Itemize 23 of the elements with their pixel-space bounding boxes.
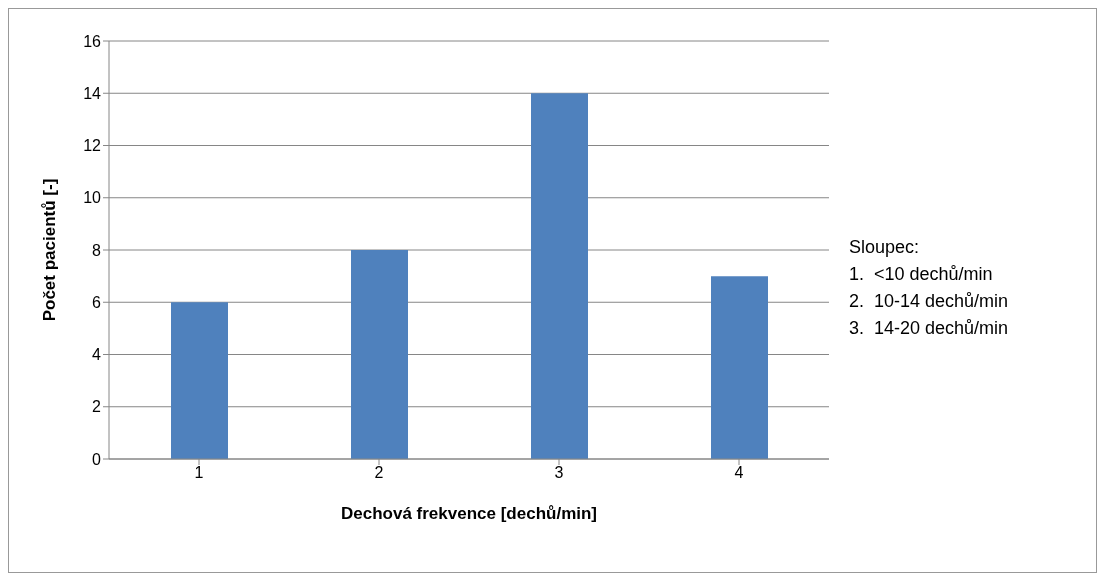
y-tick-label: 4 <box>92 346 102 364</box>
x-tick-label: 4 <box>734 464 744 482</box>
y-tick-label: 6 <box>92 293 102 311</box>
text: 2. 10-14 dechů/min <box>849 290 1009 313</box>
x-tick-label: 3 <box>554 464 564 482</box>
bar <box>171 302 228 459</box>
y-tick-label: 10 <box>83 189 102 207</box>
text: 3. 14-20 dechů/min <box>849 317 1009 340</box>
x-tick-label: 2 <box>374 464 384 482</box>
y-tick-label: 12 <box>83 137 102 155</box>
text: Sloupec: <box>849 236 921 259</box>
text: 1. <10 dechů/min <box>849 263 994 286</box>
y-axis-title: Počet pacientů [-] <box>40 178 60 322</box>
y-tick-label: 0 <box>92 450 102 468</box>
y-tick-label: 14 <box>83 84 102 102</box>
y-tick-label: 16 <box>83 32 102 50</box>
bar <box>351 250 408 459</box>
y-tick-label: 2 <box>92 398 102 416</box>
x-axis-title: Dechová frekvence [dechů/min] <box>340 504 598 523</box>
x-tick-label: 1 <box>194 464 204 482</box>
bar <box>711 276 768 459</box>
bar <box>531 93 588 459</box>
y-tick-label: 8 <box>92 241 102 259</box>
